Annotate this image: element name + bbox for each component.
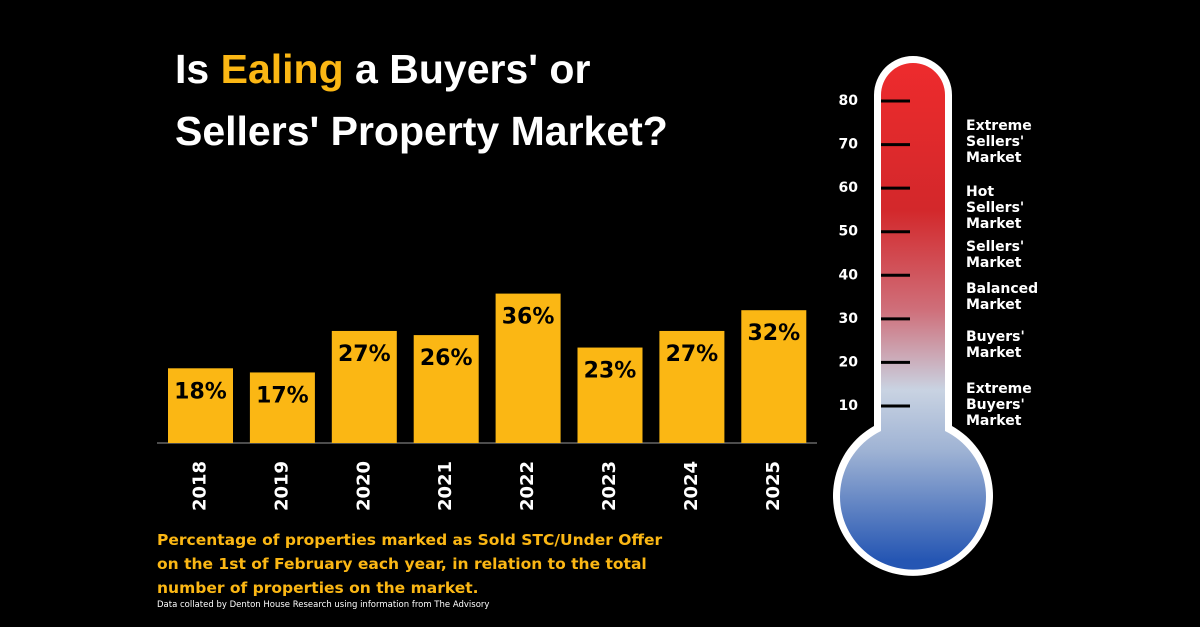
bar	[413, 335, 479, 443]
x-tick-label: 2021	[435, 461, 456, 511]
value-label: 17%	[256, 383, 309, 408]
thermometer-tick-label: 20	[839, 354, 859, 370]
zone-label: Sellers'	[966, 239, 1024, 255]
zone-label: Market	[966, 413, 1022, 429]
x-tick-label: 2020	[353, 461, 374, 511]
bar	[331, 330, 397, 443]
zone-label: Extreme	[966, 381, 1032, 397]
zone-label: Sellers'	[966, 200, 1024, 216]
zone-label: Hot	[966, 184, 994, 200]
thermometer-body	[839, 63, 986, 570]
value-label: 32%	[747, 321, 800, 346]
caption: Percentage of properties marked as Sold …	[157, 531, 663, 597]
zone-label: Buyers'	[966, 397, 1025, 413]
bar	[577, 347, 643, 443]
x-tick-label: 2019	[271, 461, 292, 511]
bar	[659, 330, 725, 443]
zone-label: Buyers'	[966, 329, 1025, 345]
thermometer	[833, 56, 993, 576]
x-tick-label: 2022	[517, 461, 538, 511]
value-label: 36%	[502, 305, 555, 330]
thermometer-tick-label: 30	[839, 311, 859, 327]
thermometer-tick-label: 50	[839, 224, 859, 240]
zone-label: Sellers'	[966, 134, 1024, 150]
zone-label: Market	[966, 297, 1022, 313]
bar	[495, 293, 561, 443]
value-label: 27%	[338, 342, 391, 367]
zone-label: Extreme	[966, 118, 1032, 134]
value-label: 26%	[420, 346, 473, 371]
thermometer-tick-label: 70	[839, 137, 859, 153]
title-text: Sellers' Property Market?	[175, 108, 668, 154]
x-tick-label: 2025	[763, 461, 784, 511]
bar	[168, 368, 233, 443]
title-highlight: Ealing	[220, 46, 344, 92]
title-text: Is	[175, 46, 210, 92]
thermometer-tick-label: 60	[839, 180, 859, 196]
thermometer-tick-label: 40	[839, 267, 859, 283]
zone-label: Market	[966, 216, 1022, 232]
bar	[249, 372, 315, 443]
zone-label: Market	[966, 150, 1022, 166]
value-label: 27%	[666, 342, 719, 367]
zone-label: Market	[966, 255, 1022, 271]
zone-label: Market	[966, 345, 1022, 361]
chart-title: Is Ealing a Buyers' or Sellers' Property…	[175, 38, 668, 162]
x-tick-label: 2023	[599, 461, 620, 511]
title-text: a Buyers' or	[355, 46, 591, 92]
x-tick-label: 2018	[190, 461, 211, 511]
zone-label: Balanced	[966, 281, 1038, 297]
value-label: 18%	[174, 379, 227, 404]
thermometer-tick-label: 80	[839, 93, 859, 109]
thermometer-tick-label: 10	[839, 398, 859, 414]
x-tick-label: 2024	[681, 461, 702, 511]
bar	[741, 310, 807, 443]
source-note: Data collated by Denton House Research u…	[157, 600, 490, 610]
value-label: 23%	[584, 359, 637, 384]
